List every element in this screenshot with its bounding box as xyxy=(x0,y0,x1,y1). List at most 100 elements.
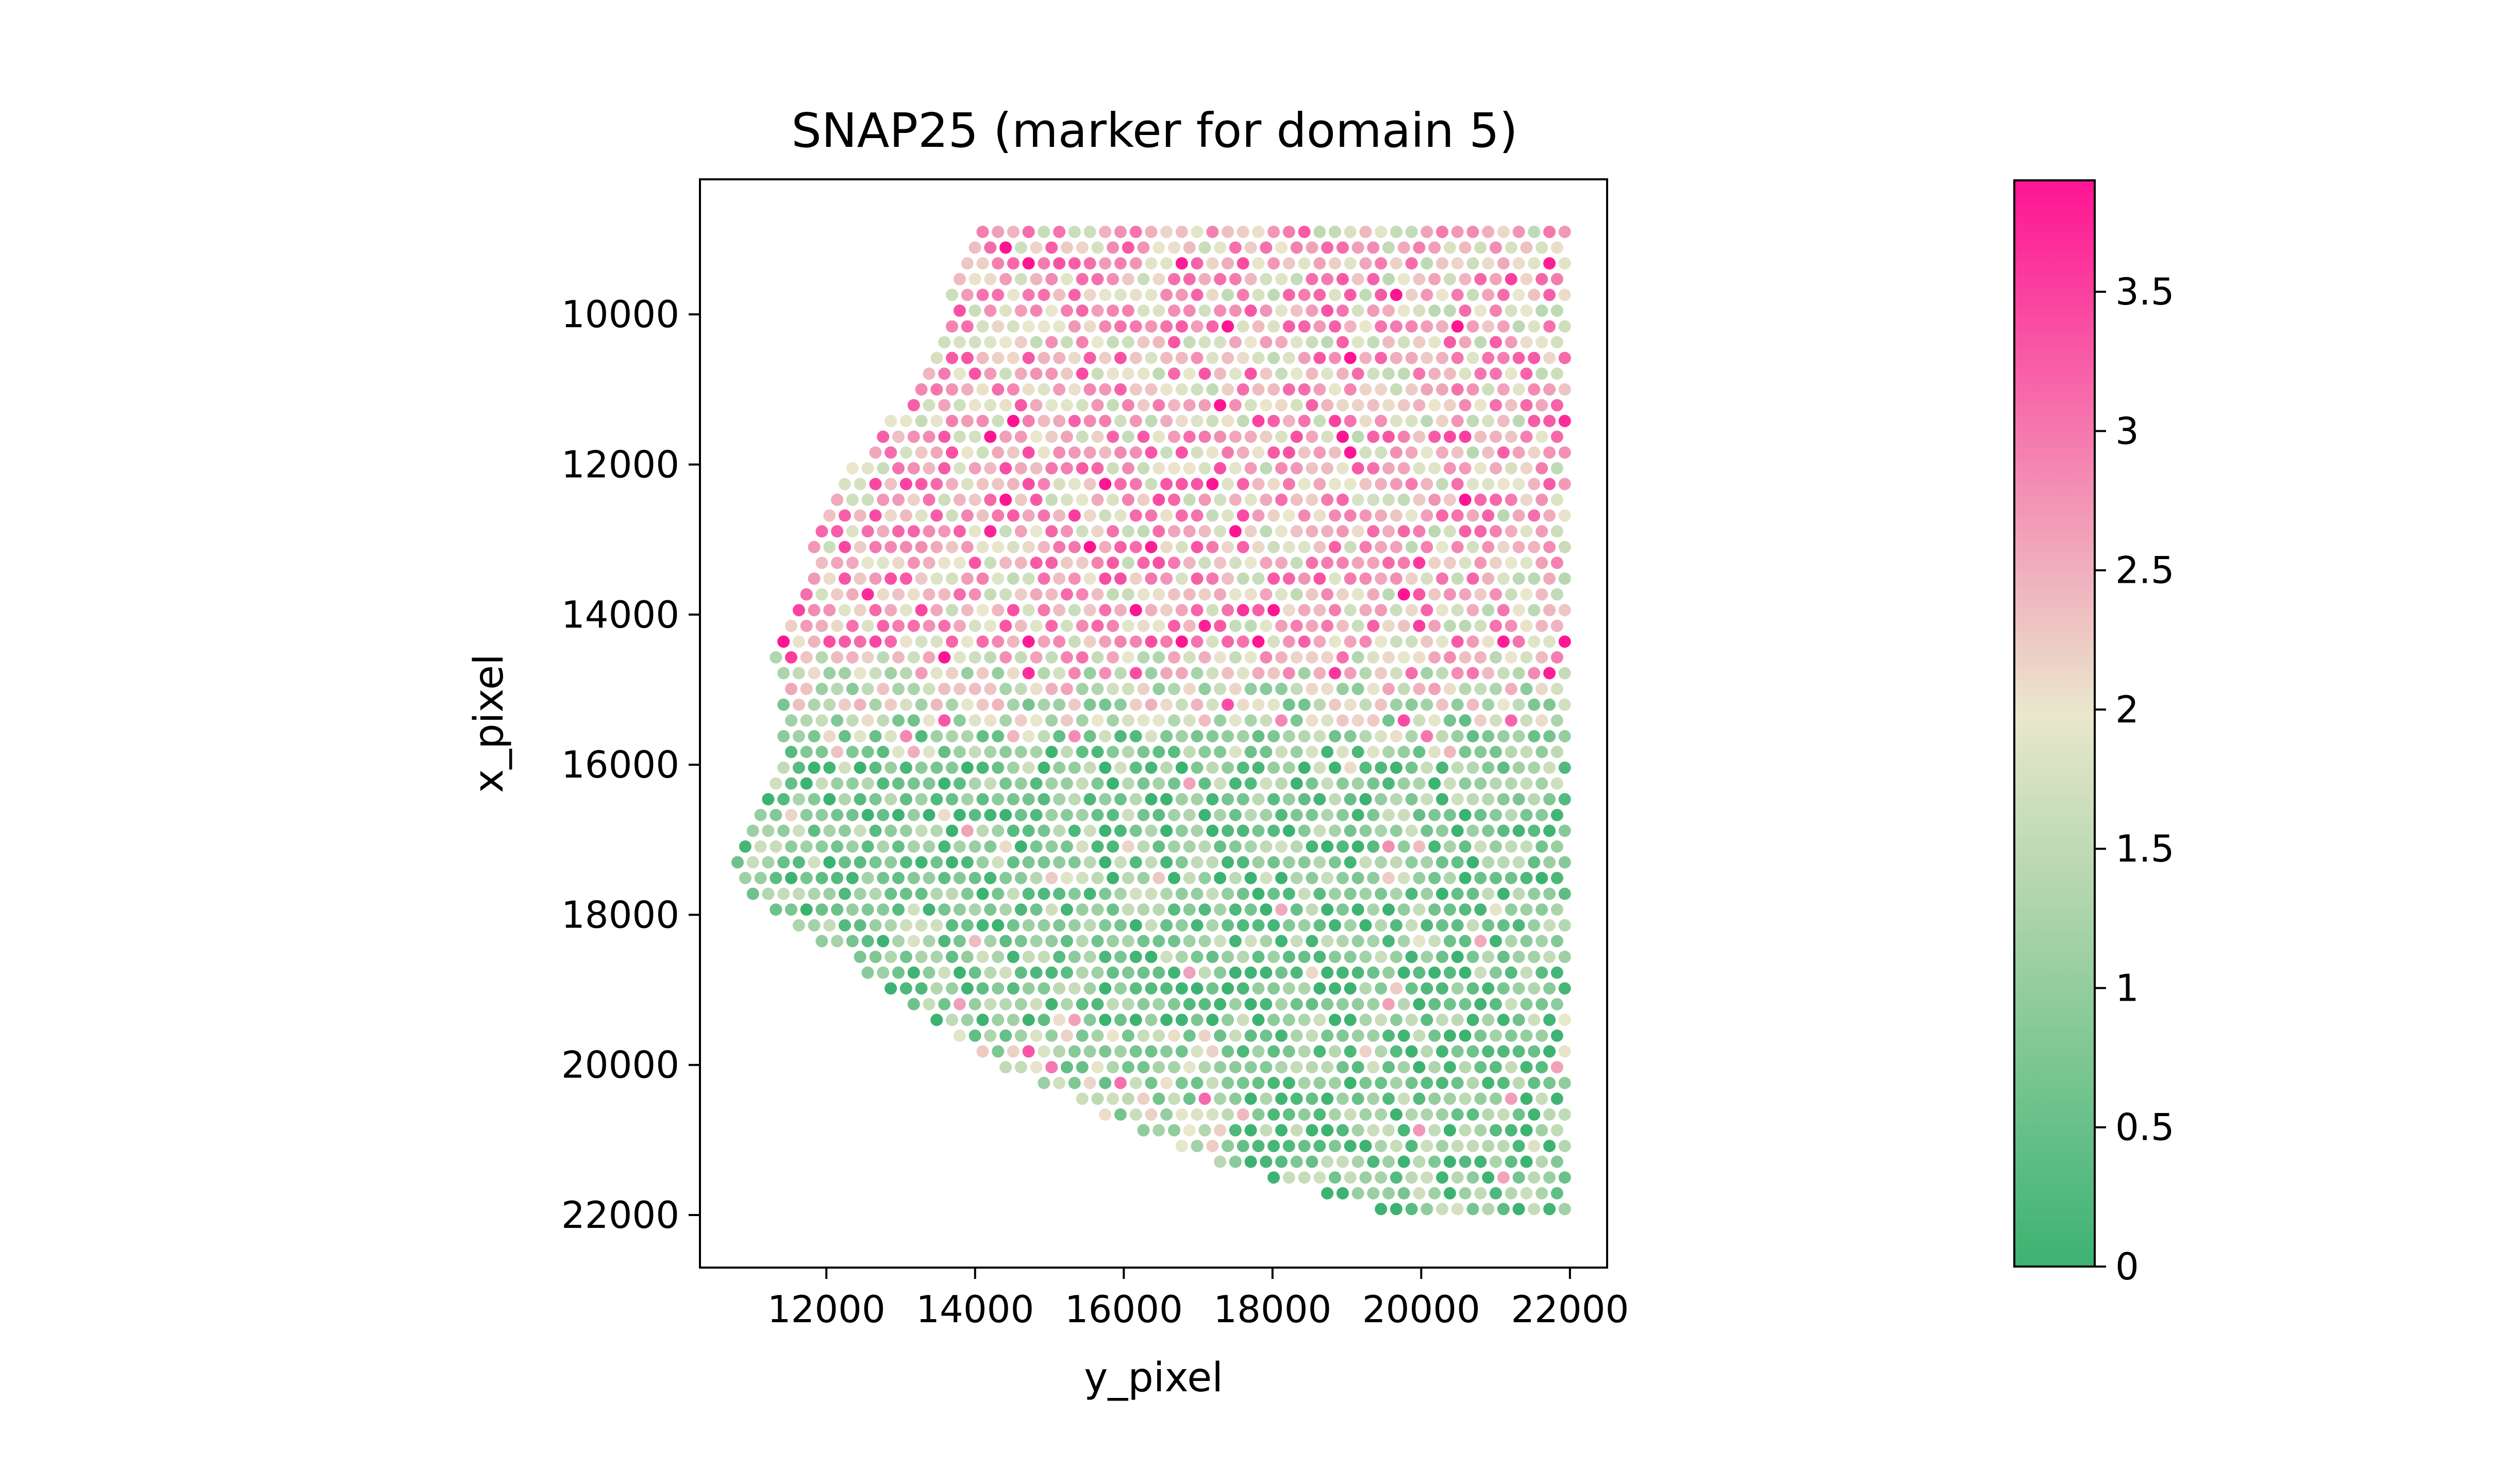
scatter-point xyxy=(1459,1155,1472,1168)
scatter-point xyxy=(831,935,844,948)
scatter-point xyxy=(1550,241,1563,254)
scatter-point xyxy=(1298,351,1311,364)
scatter-point xyxy=(1076,683,1089,695)
x-axis-label: y_pixel xyxy=(1084,1355,1223,1401)
scatter-point xyxy=(808,919,821,932)
scatter-point xyxy=(815,714,828,727)
scatter-point xyxy=(1129,320,1142,333)
scatter-point xyxy=(831,808,844,821)
scatter-point xyxy=(1206,667,1219,680)
scatter-point xyxy=(1367,714,1380,727)
scatter-point xyxy=(1405,289,1418,301)
scatter-point xyxy=(861,556,874,569)
scatter-point xyxy=(1183,714,1196,727)
scatter-point xyxy=(1206,1014,1219,1026)
scatter-point xyxy=(1306,367,1318,380)
scatter-point xyxy=(1275,1124,1288,1137)
scatter-point xyxy=(1466,289,1479,301)
scatter-point xyxy=(1344,919,1357,932)
scatter-point xyxy=(1191,887,1204,900)
scatter-point xyxy=(792,730,805,743)
scatter-point xyxy=(1405,824,1418,837)
scatter-point xyxy=(1129,509,1142,522)
scatter-point xyxy=(1451,320,1464,333)
scatter-point xyxy=(884,572,897,585)
scatter-point xyxy=(1198,651,1211,664)
scatter-point xyxy=(869,887,882,900)
scatter-point xyxy=(1443,998,1456,1010)
scatter-point xyxy=(1436,383,1448,396)
scatter-point xyxy=(1344,698,1357,711)
scatter-point xyxy=(1459,746,1472,758)
scatter-point xyxy=(976,541,989,553)
scatter-point xyxy=(1129,667,1142,680)
scatter-point xyxy=(877,777,890,790)
scatter-point xyxy=(1558,1108,1571,1121)
scatter-point xyxy=(961,761,974,774)
scatter-point xyxy=(1137,683,1150,695)
scatter-point xyxy=(999,651,1012,664)
scatter-point xyxy=(1160,698,1173,711)
scatter-point xyxy=(1214,462,1227,475)
scatter-point xyxy=(1198,777,1211,790)
scatter-point xyxy=(1535,1124,1548,1137)
scatter-point xyxy=(1421,415,1433,427)
scatter-point xyxy=(1474,1155,1487,1168)
scatter-point xyxy=(1459,430,1472,443)
scatter-point xyxy=(1091,241,1104,254)
scatter-point xyxy=(1550,493,1563,506)
scatter-point xyxy=(1007,478,1020,491)
scatter-point xyxy=(1421,919,1433,932)
scatter-point xyxy=(1014,746,1027,758)
scatter-point xyxy=(1252,1108,1265,1121)
scatter-point xyxy=(1413,588,1426,601)
x-axis: 12000 14000 16000 18000 20000 22000 xyxy=(767,1268,1629,1331)
scatter-point xyxy=(1244,241,1257,254)
scatter-point xyxy=(899,824,912,837)
scatter-point xyxy=(892,808,905,821)
scatter-point xyxy=(1107,462,1120,475)
scatter-point xyxy=(1459,1092,1472,1105)
scatter-point xyxy=(1275,935,1288,948)
scatter-point xyxy=(1290,367,1303,380)
scatter-point xyxy=(1482,509,1495,522)
scatter-point xyxy=(1451,383,1464,396)
scatter-point xyxy=(946,856,958,869)
scatter-point xyxy=(1007,320,1020,333)
scatter-point xyxy=(1214,714,1227,727)
scatter-point xyxy=(1520,903,1533,916)
scatter-point xyxy=(1390,478,1402,491)
scatter-point xyxy=(1290,588,1303,601)
scatter-point xyxy=(1428,746,1441,758)
scatter-point xyxy=(999,619,1012,632)
scatter-point xyxy=(1282,1076,1295,1089)
scatter-point xyxy=(1443,430,1456,443)
scatter-point xyxy=(1107,840,1120,853)
scatter-point xyxy=(1153,683,1165,695)
scatter-point xyxy=(1237,509,1249,522)
scatter-point xyxy=(1099,667,1112,680)
scatter-point xyxy=(1229,1092,1242,1105)
scatter-point xyxy=(1038,856,1050,869)
scatter-point xyxy=(1244,1061,1257,1074)
scatter-point xyxy=(946,730,958,743)
scatter-point xyxy=(1175,1045,1188,1058)
scatter-point xyxy=(1490,619,1502,632)
scatter-point xyxy=(1397,304,1410,317)
scatter-point xyxy=(1344,604,1357,617)
scatter-point xyxy=(1260,746,1273,758)
scatter-point xyxy=(1260,1061,1273,1074)
scatter-point xyxy=(1229,462,1242,475)
scatter-point xyxy=(1275,493,1288,506)
scatter-point xyxy=(1512,856,1525,869)
scatter-point xyxy=(1022,415,1035,427)
scatter-point xyxy=(1528,698,1541,711)
scatter-point xyxy=(961,856,974,869)
scatter-point xyxy=(1191,1108,1204,1121)
scatter-point xyxy=(1137,241,1150,254)
scatter-point xyxy=(1336,651,1349,664)
scatter-point xyxy=(1022,856,1035,869)
scatter-point xyxy=(1443,1061,1456,1074)
scatter-point xyxy=(1038,919,1050,932)
scatter-point xyxy=(1390,351,1402,364)
